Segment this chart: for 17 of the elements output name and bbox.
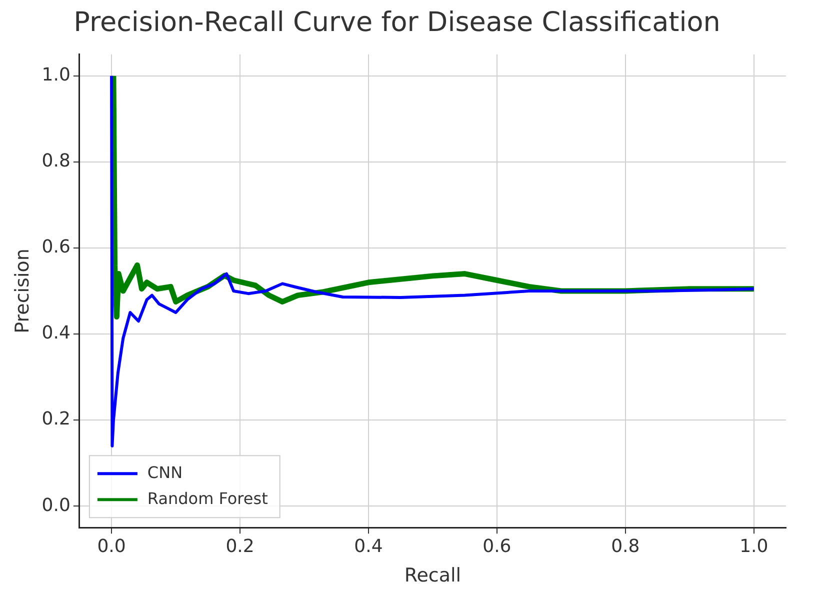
chart-title: Precision-Recall Curve for Disease Classification (74, 7, 720, 38)
x-tick-label: 0.8 (611, 536, 640, 558)
y-tick-label: 0.6 (42, 236, 70, 258)
x-tick-label: 0.2 (226, 536, 254, 558)
y-axis-title: Precision (11, 248, 34, 334)
x-tick-label: 0.6 (482, 536, 512, 558)
y-tick-label: 0.0 (42, 494, 70, 516)
x-tick-label: 1.0 (740, 536, 768, 558)
legend-label: Random Forest (147, 488, 268, 508)
legend-label: CNN (147, 462, 183, 482)
y-tick-label: 0.4 (42, 322, 70, 344)
y-tick-label: 0.8 (42, 150, 70, 172)
x-axis-title: Recall (404, 564, 462, 587)
y-tick-label: 1.0 (42, 64, 70, 86)
x-tick-label: 0.0 (97, 536, 126, 558)
y-tick-label: 0.2 (42, 408, 70, 430)
x-tick-label: 0.4 (354, 536, 383, 558)
